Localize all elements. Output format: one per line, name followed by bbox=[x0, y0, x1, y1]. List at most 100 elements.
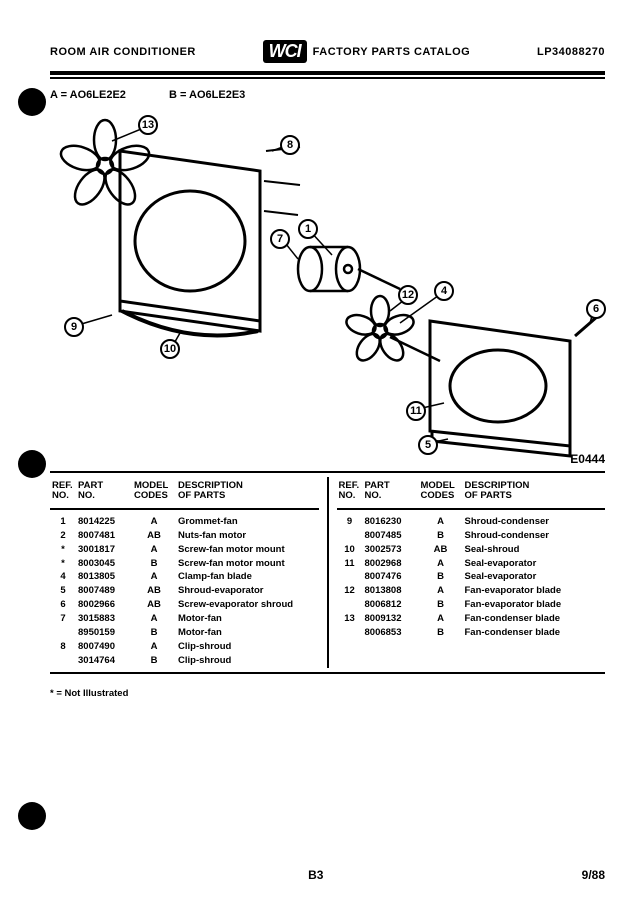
cell-model: A bbox=[132, 570, 176, 584]
models-row: A = AO6LE2E2 B = AO6LE2E3 bbox=[50, 89, 605, 101]
header-right-logo-text: FACTORY PARTS CATALOG bbox=[313, 46, 471, 58]
cell-model: B bbox=[419, 570, 463, 584]
cell-desc: Seal-evaporator bbox=[463, 557, 606, 571]
cell-model: AB bbox=[132, 598, 176, 612]
cell-desc: Nuts-fan motor bbox=[176, 529, 319, 543]
model-a: A = AO6LE2E2 bbox=[50, 89, 126, 101]
header-center: WCI FACTORY PARTS CATALOG bbox=[263, 40, 471, 63]
cell-ref: * bbox=[50, 543, 76, 557]
cell-model: B bbox=[132, 654, 176, 668]
cell-part: 8013808 bbox=[363, 584, 419, 598]
table-row: 3014764BClip-shroud bbox=[50, 654, 319, 668]
cell-ref: 8 bbox=[50, 640, 76, 654]
table-row: *3001817AScrew-fan motor mount bbox=[50, 543, 319, 557]
cell-model: A bbox=[132, 543, 176, 557]
table-bottom-rule bbox=[50, 672, 605, 674]
table-row: 58007489ABShroud-evaporator bbox=[50, 584, 319, 598]
cell-ref: 13 bbox=[337, 612, 363, 626]
cell-ref: 7 bbox=[50, 612, 76, 626]
parts-table: REF.NO.PARTNO.MODELCODESDESCRIPTIONOF PA… bbox=[50, 477, 605, 668]
callout-7: 7 bbox=[270, 229, 290, 249]
cell-ref: 6 bbox=[50, 598, 76, 612]
col-model: MODELCODES bbox=[419, 477, 463, 509]
table-row: 48013805AClamp-fan blade bbox=[50, 570, 319, 584]
cell-desc: Clip-shroud bbox=[176, 654, 319, 668]
col-ref: REF.NO. bbox=[337, 477, 363, 509]
cell-ref: 2 bbox=[50, 529, 76, 543]
cell-desc: Clip-shroud bbox=[176, 640, 319, 654]
model-b: B = AO6LE2E3 bbox=[169, 89, 245, 101]
callout-13: 13 bbox=[138, 115, 158, 135]
cell-model: A bbox=[419, 584, 463, 598]
cell-model: B bbox=[132, 626, 176, 640]
col-part: PARTNO. bbox=[363, 477, 419, 509]
diagram-code: E0444 bbox=[570, 452, 605, 466]
diagram-svg bbox=[50, 111, 610, 461]
table-row: 8007485BShroud-condenser bbox=[337, 529, 606, 543]
callout-8: 8 bbox=[280, 135, 300, 155]
col-model: MODELCODES bbox=[132, 477, 176, 509]
cell-part: 8002968 bbox=[363, 557, 419, 571]
cell-part: 3015883 bbox=[76, 612, 132, 626]
table-row: 98016230AShroud-condenser bbox=[337, 515, 606, 529]
table-row: 8006853BFan-condenser blade bbox=[337, 626, 606, 640]
cell-model: B bbox=[419, 626, 463, 640]
cell-model: A bbox=[419, 515, 463, 529]
footnote: * = Not Illustrated bbox=[50, 688, 605, 699]
table-left-col: REF.NO.PARTNO.MODELCODESDESCRIPTIONOF PA… bbox=[50, 477, 329, 668]
cell-ref bbox=[337, 626, 363, 640]
cell-part: 8007476 bbox=[363, 570, 419, 584]
table-row: 68002966ABScrew-evaporator shroud bbox=[50, 598, 319, 612]
cell-desc: Seal-shroud bbox=[463, 543, 606, 557]
cell-desc: Fan-evaporator blade bbox=[463, 598, 606, 612]
callout-12: 12 bbox=[398, 285, 418, 305]
cell-model: B bbox=[132, 557, 176, 571]
cell-part: 8016230 bbox=[363, 515, 419, 529]
cell-desc: Motor-fan bbox=[176, 626, 319, 640]
cell-desc: Screw-fan motor mount bbox=[176, 543, 319, 557]
cell-model: A bbox=[419, 557, 463, 571]
table-right-col: REF.NO.PARTNO.MODELCODESDESCRIPTIONOF PA… bbox=[329, 477, 606, 668]
header-rule bbox=[50, 71, 605, 79]
table-left: REF.NO.PARTNO.MODELCODESDESCRIPTIONOF PA… bbox=[50, 477, 319, 668]
cell-desc: Motor-fan bbox=[176, 612, 319, 626]
cell-part: 8014225 bbox=[76, 515, 132, 529]
punch-hole-icon bbox=[18, 802, 46, 830]
cell-desc: Grommet-fan bbox=[176, 515, 319, 529]
cell-ref: 9 bbox=[337, 515, 363, 529]
table-right: REF.NO.PARTNO.MODELCODESDESCRIPTIONOF PA… bbox=[337, 477, 606, 640]
cell-part: 3001817 bbox=[76, 543, 132, 557]
table-row: 28007481ABNuts-fan motor bbox=[50, 529, 319, 543]
cell-model: AB bbox=[419, 543, 463, 557]
cell-part: 8007490 bbox=[76, 640, 132, 654]
cell-ref: * bbox=[50, 557, 76, 571]
cell-model: AB bbox=[132, 584, 176, 598]
table-row: 103002573ABSeal-shroud bbox=[337, 543, 606, 557]
col-ref: REF.NO. bbox=[50, 477, 76, 509]
header: ROOM AIR CONDITIONER WCI FACTORY PARTS C… bbox=[50, 40, 605, 63]
cell-ref: 1 bbox=[50, 515, 76, 529]
cell-part: 8006853 bbox=[363, 626, 419, 640]
cell-model: A bbox=[132, 612, 176, 626]
punch-hole-icon bbox=[18, 88, 46, 116]
cell-model: A bbox=[419, 612, 463, 626]
diagram: 138719101246115 E0444 bbox=[50, 111, 605, 461]
cell-ref bbox=[50, 626, 76, 640]
cell-part: 8013805 bbox=[76, 570, 132, 584]
cell-desc: Screw-evaporator shroud bbox=[176, 598, 319, 612]
cell-model: A bbox=[132, 515, 176, 529]
cell-ref bbox=[337, 570, 363, 584]
table-row: 138009132AFan-condenser blade bbox=[337, 612, 606, 626]
table-row: 8007476BSeal-evaporator bbox=[337, 570, 606, 584]
cell-part: 8002966 bbox=[76, 598, 132, 612]
table-row: 73015883AMotor-fan bbox=[50, 612, 319, 626]
col-part: PARTNO. bbox=[76, 477, 132, 509]
cell-part: 3014764 bbox=[76, 654, 132, 668]
cell-part: 8950159 bbox=[76, 626, 132, 640]
cell-model: A bbox=[132, 640, 176, 654]
cell-part: 8009132 bbox=[363, 612, 419, 626]
cell-model: AB bbox=[132, 529, 176, 543]
cell-desc: Fan-condenser blade bbox=[463, 612, 606, 626]
cell-model: B bbox=[419, 598, 463, 612]
table-row: 18014225AGrommet-fan bbox=[50, 515, 319, 529]
